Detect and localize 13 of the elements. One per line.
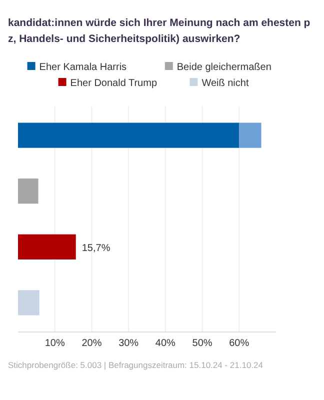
legend-label: Eher Kamala Harris xyxy=(39,62,127,73)
data-label: 15,7% xyxy=(82,242,110,254)
text: Stichprobengröße: 5.003 | Befragungszeitraum: 15.10.24 - 21.10.24 xyxy=(8,360,264,370)
chart-title: kandidat:innen würde sich Ihrer Meinung nach am ehesten p z, Handels- und Sicherheitspolitik) auswirken? xyxy=(8,17,310,45)
legend-label: Weiß nicht xyxy=(202,78,249,89)
x-tick-label: 20% xyxy=(82,338,102,349)
x-tick-label: 60% xyxy=(229,338,250,349)
x-tick-label: 10% xyxy=(44,338,65,349)
legend-label: Beide gleichermaßen xyxy=(176,62,272,73)
legend-label: Eher Donald Trump xyxy=(70,78,158,89)
x-tick-label: 40% xyxy=(155,338,176,349)
x-tick-label: 50% xyxy=(192,338,212,349)
x-tick-label: 30% xyxy=(118,338,139,349)
